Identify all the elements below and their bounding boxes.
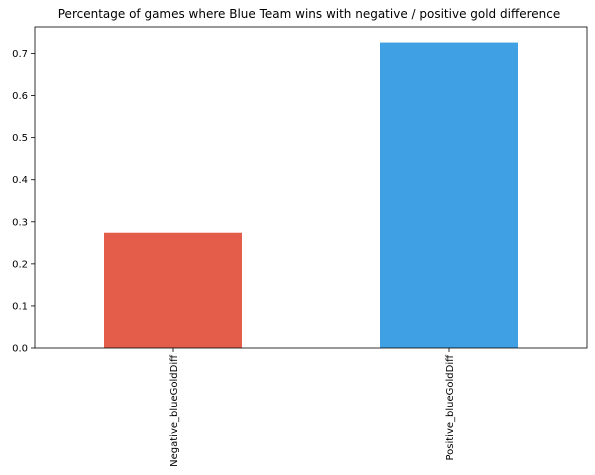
y-tick-label: 0.2 — [12, 259, 28, 270]
bar-Positive_blueGoldDiff — [380, 42, 518, 348]
plot-area: 0.0 0.1 0.2 0.3 0.4 0.5 0.6 0.7 Negative_blueGol… — [12, 26, 588, 467]
y-tick-label: 0.1 — [12, 301, 28, 312]
bar-Negative_blueGoldDiff — [104, 232, 242, 348]
x-tick-label: Positive_blueGoldDiff — [445, 354, 456, 461]
x-tick-label: Negative_blueGoldDiff — [169, 354, 180, 467]
y-tick-label: 0.0 — [12, 344, 28, 355]
axes-frame — [34, 26, 588, 349]
y-tick-label: 0.5 — [12, 133, 28, 144]
y-tick-label: 0.4 — [12, 175, 28, 186]
y-tick-label: 0.7 — [12, 49, 28, 60]
chart-title: Percentage of games where Blue Team wins… — [58, 7, 560, 21]
y-tick-label: 0.3 — [12, 217, 28, 228]
y-tick-label: 0.6 — [12, 91, 28, 102]
